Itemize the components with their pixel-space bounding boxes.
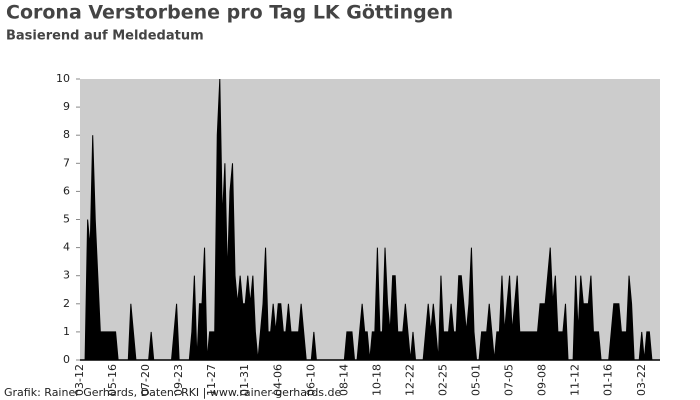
- x-tick-label: 04-06: [271, 364, 284, 396]
- x-tick-label: 02-25: [436, 364, 449, 396]
- x-tick-label: 05-01: [470, 364, 483, 396]
- x-tick-label: 08-14: [337, 364, 350, 396]
- y-tick-label: 2: [63, 297, 70, 310]
- y-tick-label: 6: [63, 184, 70, 197]
- y-tick-label: 5: [63, 213, 70, 226]
- x-tick-label: 07-05: [503, 364, 516, 396]
- y-tick-label: 3: [63, 269, 70, 282]
- x-tick-label: 09-08: [536, 364, 549, 396]
- x-tick-label: 10-18: [370, 364, 383, 396]
- x-tick-label: 03-12: [73, 364, 86, 396]
- y-tick-label: 10: [56, 72, 70, 85]
- y-tick-label: 1: [63, 325, 70, 338]
- x-tick-label: 11-12: [569, 364, 582, 396]
- x-tick-label: 03-22: [635, 364, 648, 396]
- y-tick-label: 7: [63, 156, 70, 169]
- y-tick-label: 4: [63, 241, 70, 254]
- x-tick-label: 12-22: [403, 364, 416, 396]
- y-tick-label: 8: [63, 128, 70, 141]
- x-tick-label: 01-31: [238, 364, 251, 396]
- chart-title: Corona Verstorbene pro Tag LK Göttingen: [6, 2, 453, 24]
- source-note: Grafik: Rainer Gerhards, Daten: RKI | ww…: [4, 386, 342, 399]
- x-tick-label: 09-23: [172, 364, 185, 396]
- x-tick-label: 05-16: [106, 364, 119, 396]
- x-tick-label: 06-10: [304, 364, 317, 396]
- x-tick-label: 01-16: [602, 364, 615, 396]
- x-tick-label: 11-27: [205, 364, 218, 396]
- x-tick-label: 07-20: [139, 364, 152, 396]
- y-tick-label: 9: [63, 100, 70, 113]
- chart-subtitle: Basierend auf Meldedatum: [6, 29, 204, 44]
- plot-background: [80, 79, 660, 360]
- y-tick-label: 0: [63, 353, 70, 366]
